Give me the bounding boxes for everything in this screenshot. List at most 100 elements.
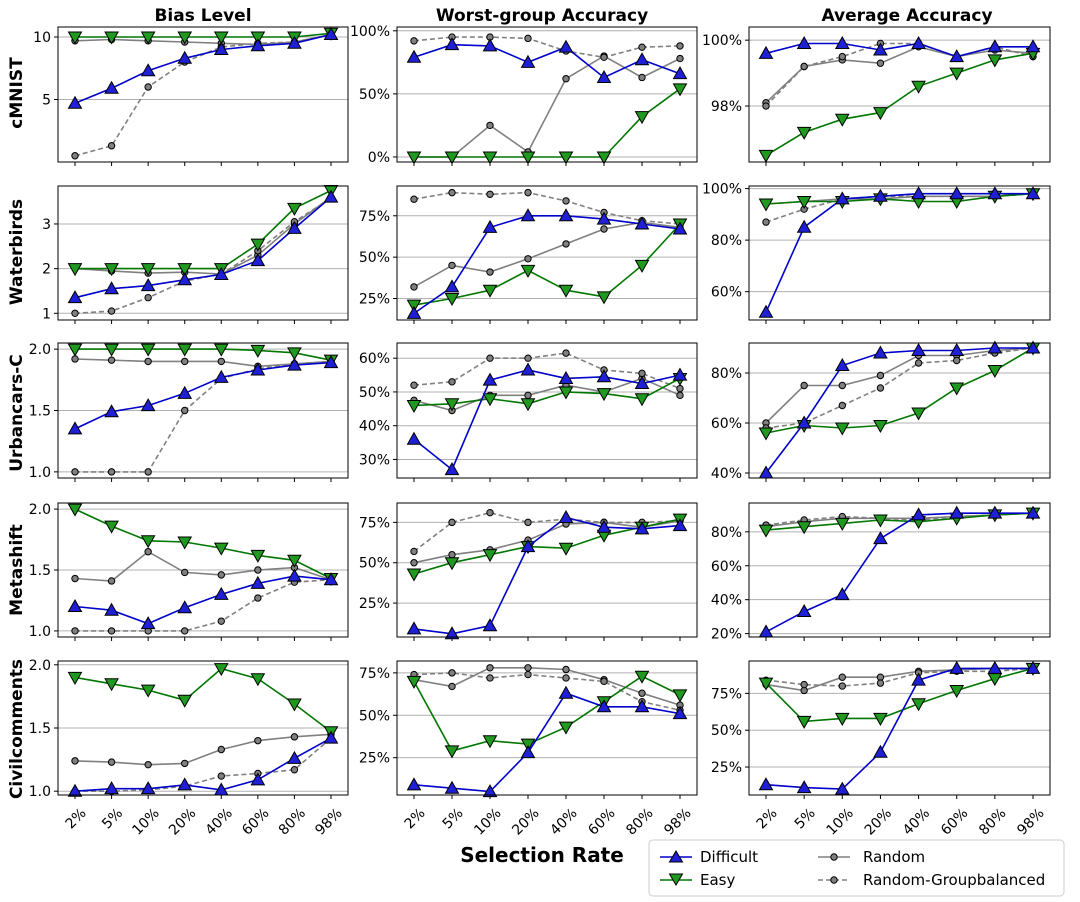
data-point-random-groupbalanced	[838, 682, 846, 690]
data-point-difficult	[140, 781, 156, 795]
x-tick-label: 40%	[547, 805, 580, 838]
y-tick-label: 2.0	[29, 502, 51, 518]
legend: Difficult Easy Random Random-Groupbalanc…	[648, 839, 1065, 897]
data-point-difficult	[213, 369, 229, 383]
data-point-random	[448, 682, 456, 691]
y-tick-label: 75%	[359, 666, 390, 682]
data-point-random-groupbalanced	[181, 627, 189, 635]
data-point-easy	[834, 422, 850, 436]
data-point-easy	[250, 673, 266, 687]
series-line-difficult	[74, 361, 332, 430]
data-point-easy	[177, 536, 193, 550]
data-point-difficult	[1025, 39, 1041, 53]
data-point-difficult	[67, 421, 83, 435]
series-line-random-groupbalanced	[75, 360, 332, 473]
data-point-difficult	[596, 369, 612, 383]
data-point-random	[676, 54, 684, 63]
x-tick-label: 10%	[824, 805, 857, 838]
data-point-difficult	[672, 221, 688, 235]
data-point-easy	[406, 299, 422, 313]
legend-entry-random-groupbalanced: Random-Groupbalanced	[818, 871, 1045, 889]
y-tick-label: 75%	[359, 515, 390, 531]
plot-frame	[57, 342, 349, 479]
data-point-random	[144, 760, 152, 769]
legend-entry-random: Random	[818, 848, 925, 866]
series-line-random	[74, 358, 332, 368]
series-line-difficult	[74, 33, 332, 105]
data-point-difficult	[796, 415, 812, 429]
data-point-difficult	[444, 37, 460, 51]
data-point-difficult	[520, 745, 536, 759]
data-point-difficult	[67, 599, 83, 613]
legend-marker-random-groupbalanced	[830, 876, 838, 884]
legend-entry-easy: Easy	[660, 871, 735, 889]
series-group	[67, 26, 339, 160]
y-tick-label: 25%	[359, 751, 390, 767]
data-point-random	[448, 261, 456, 270]
series-line-difficult	[765, 512, 1033, 633]
data-point-difficult	[250, 253, 266, 267]
series-line-random	[74, 196, 332, 275]
data-point-easy	[949, 382, 965, 396]
data-point-easy	[482, 735, 498, 749]
data-point-easy	[758, 198, 774, 212]
data-point-difficult	[949, 342, 965, 356]
series-line-random-groupbalanced	[75, 737, 332, 793]
data-point-easy	[250, 238, 266, 252]
data-point-easy	[796, 126, 812, 140]
data-point-difficult	[482, 618, 498, 632]
data-point-difficult	[634, 521, 650, 535]
y-tick-label: 98%	[711, 99, 742, 115]
series-line-random-groupbalanced	[413, 36, 681, 59]
data-point-difficult	[287, 568, 302, 582]
data-point-difficult	[796, 604, 812, 618]
data-point-difficult	[482, 38, 498, 52]
panel-waterbirds-worst-group-accuracy: 25% 50% 75%	[359, 185, 698, 324]
y-tick-label: 40%	[359, 419, 390, 435]
x-tick-label: 98%	[1014, 805, 1047, 838]
data-point-easy	[758, 524, 774, 538]
series-group	[67, 343, 339, 476]
series-group	[406, 664, 688, 798]
data-point-difficult	[834, 781, 850, 795]
data-point-difficult	[949, 660, 965, 674]
data-point-random	[638, 689, 646, 697]
data-point-difficult	[67, 783, 83, 797]
data-point-random	[71, 355, 79, 363]
data-point-random-groupbalanced	[181, 406, 189, 415]
data-point-random-groupbalanced	[410, 381, 418, 389]
data-point-difficult	[520, 362, 536, 376]
data-point-difficult	[596, 69, 612, 83]
x-tick-label: 80%	[623, 805, 656, 838]
y-tick-label: 75%	[359, 209, 390, 225]
data-point-difficult	[287, 220, 302, 234]
series-group	[406, 349, 688, 476]
data-point-easy	[596, 151, 612, 165]
data-point-random-groupbalanced	[914, 359, 923, 367]
data-point-difficult	[406, 49, 422, 63]
data-point-difficult	[1025, 340, 1041, 354]
legend-marker-easy	[668, 873, 684, 886]
data-point-difficult	[949, 186, 965, 200]
data-point-difficult	[177, 385, 193, 399]
y-tick-label: 20%	[711, 627, 742, 643]
data-point-difficult	[796, 35, 812, 49]
data-point-difficult	[558, 370, 574, 384]
data-point-difficult	[672, 367, 688, 381]
panel-urbancars-c-bias-level: 1.0 1.5 2.0	[29, 342, 349, 482]
data-point-random-groupbalanced	[71, 152, 79, 160]
data-point-difficult	[444, 462, 460, 476]
data-point-easy	[634, 259, 650, 273]
series-line-random-groupbalanced	[765, 347, 1034, 429]
data-point-easy	[911, 698, 926, 712]
data-point-difficult	[177, 272, 193, 286]
x-tick-label: 20%	[509, 805, 542, 838]
plot-frame	[57, 26, 349, 163]
data-point-easy	[287, 698, 302, 712]
data-point-difficult	[558, 39, 574, 53]
data-point-easy	[250, 31, 266, 45]
y-tick-label: 30%	[359, 452, 390, 468]
plot-frame	[396, 342, 698, 479]
data-point-easy	[520, 398, 536, 412]
data-point-easy	[104, 678, 119, 692]
